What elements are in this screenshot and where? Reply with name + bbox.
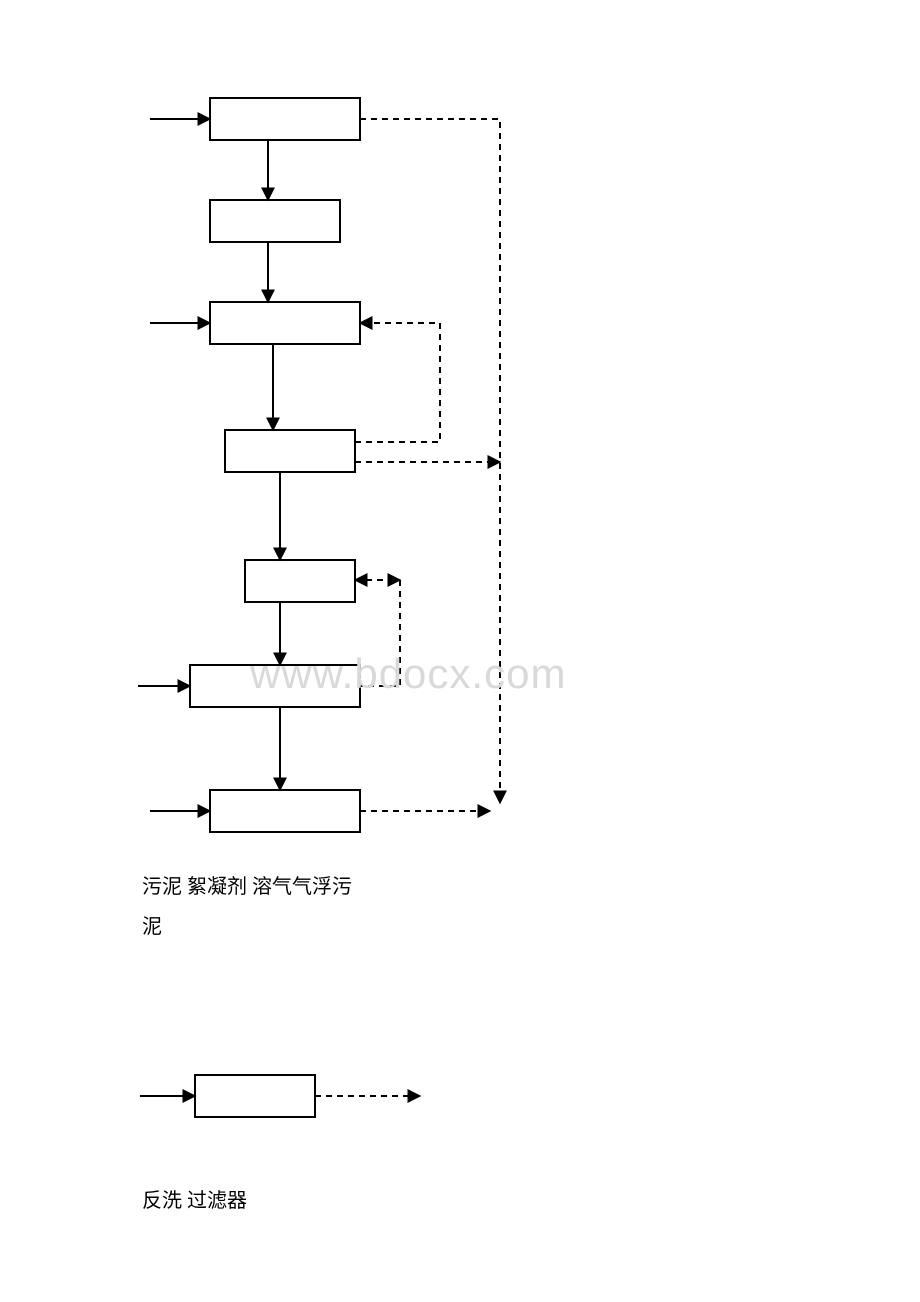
solid-arrows-group — [138, 119, 280, 1096]
flow-box — [210, 98, 360, 140]
flow-box — [245, 560, 355, 602]
flow-box — [210, 790, 360, 832]
boxes-group — [190, 98, 360, 1117]
flow-box — [210, 200, 340, 242]
caption-line-1: 污泥 絮凝剂 溶气气浮污 — [142, 868, 352, 906]
flowchart-canvas — [0, 0, 920, 1302]
flow-box — [190, 665, 360, 707]
dashed-arrow — [355, 323, 440, 442]
flow-box — [225, 430, 355, 472]
flow-box — [210, 302, 360, 344]
dashed-arrow — [360, 580, 400, 686]
caption-line-2: 泥 — [142, 908, 162, 946]
caption-2: 反洗 过滤器 — [142, 1182, 247, 1220]
flow-box — [195, 1075, 315, 1117]
dashed-arrows-group — [315, 119, 500, 1096]
